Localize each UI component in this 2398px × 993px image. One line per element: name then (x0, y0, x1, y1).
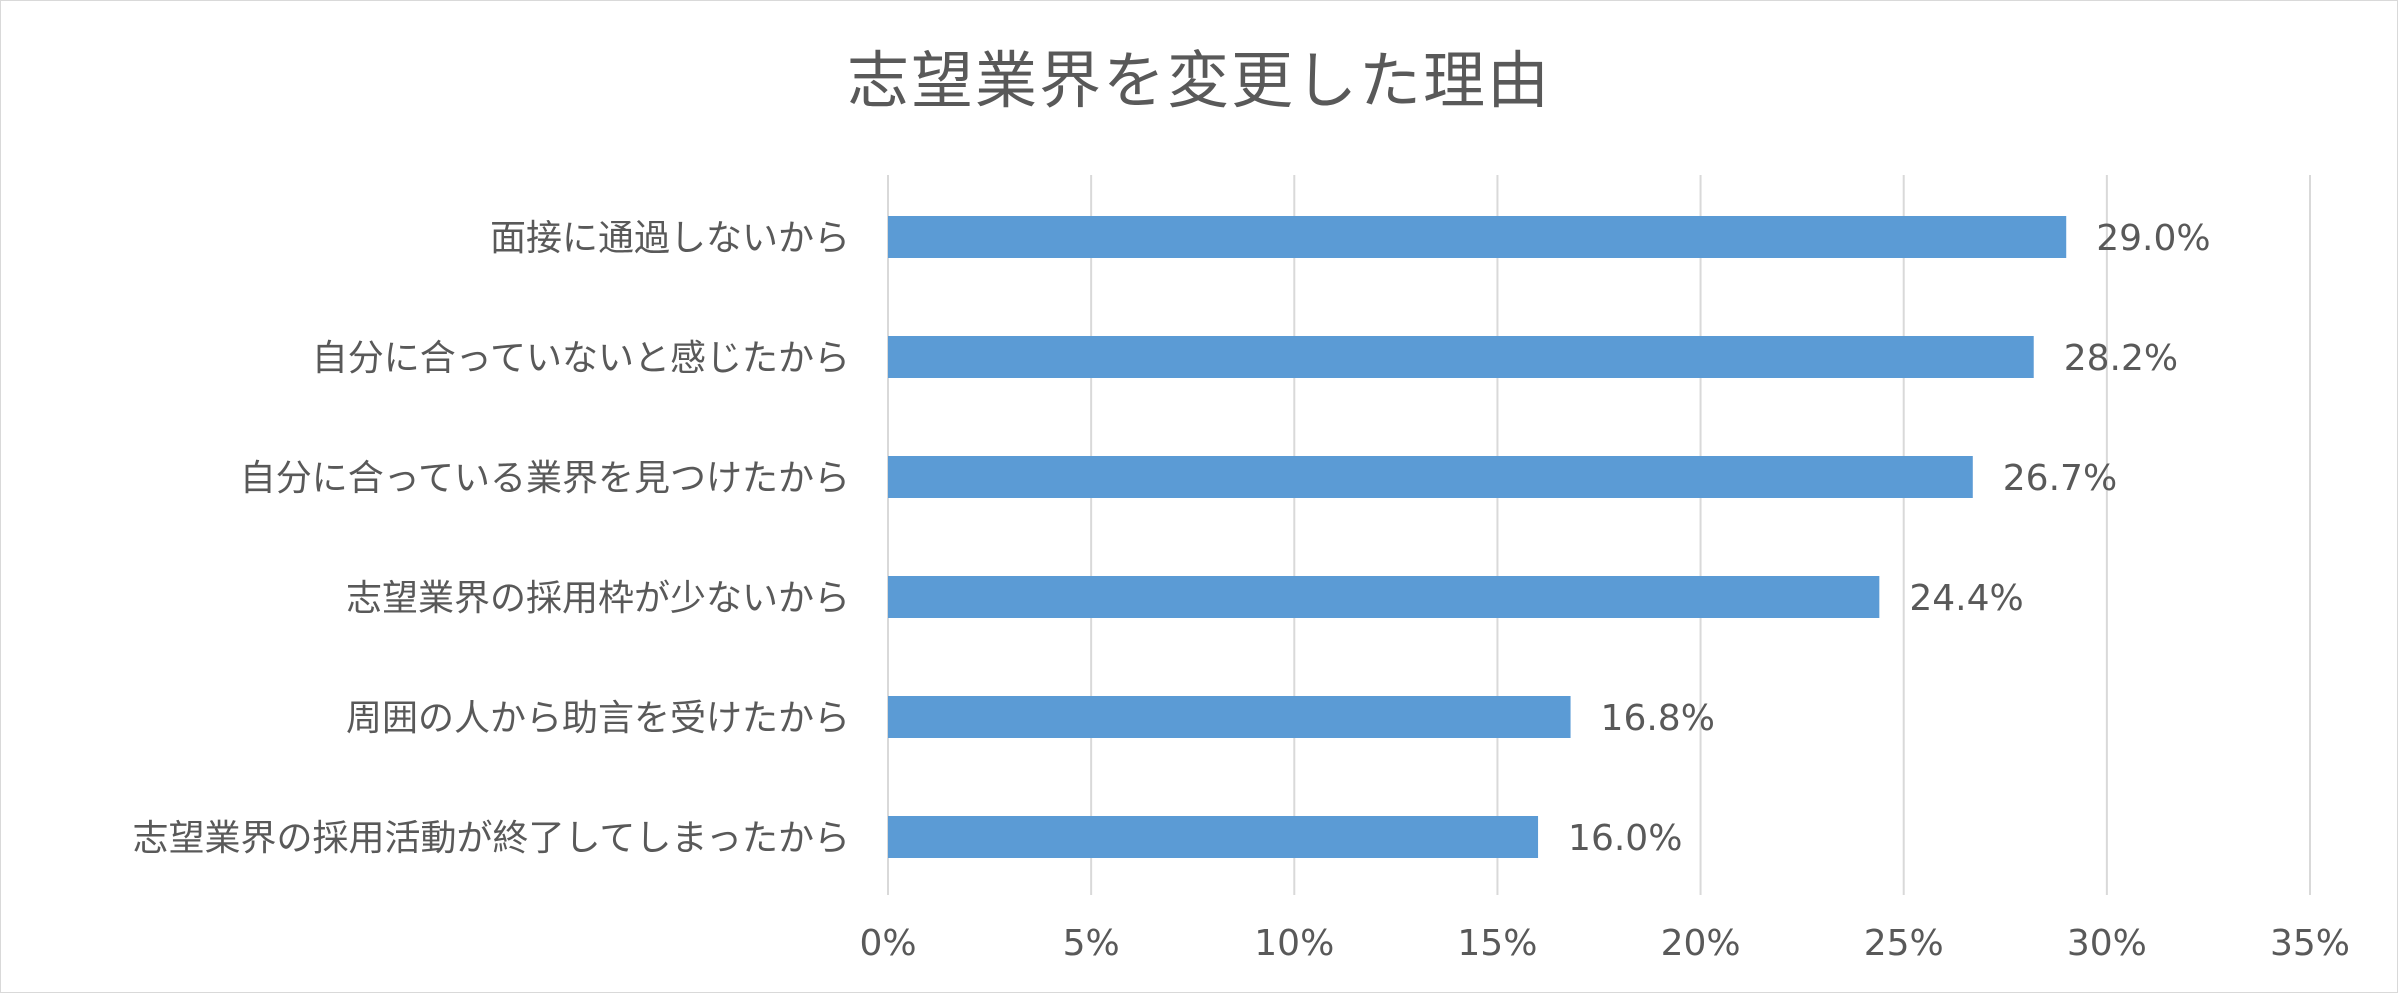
data-label: 29.0% (2096, 218, 2210, 259)
data-label: 16.0% (1568, 818, 1682, 859)
bar (888, 216, 2067, 258)
x-tick-label: 5% (1063, 923, 1120, 964)
x-tick-label: 35% (2270, 923, 2350, 964)
chart-title: 志望業界を変更した理由 (846, 44, 1551, 117)
category-label: 周囲の人から助言を受けたから (346, 698, 850, 739)
bar (888, 336, 2034, 378)
data-label: 24.4% (1909, 578, 2023, 619)
category-label: 志望業界の採用活動が終了してしまったから (133, 818, 850, 859)
x-tick-label: 0% (859, 923, 916, 964)
data-label: 26.7% (2003, 458, 2117, 499)
category-label: 自分に合っている業界を見つけたから (240, 458, 850, 499)
category-label: 面接に通過しないから (490, 218, 850, 259)
bar (888, 576, 1880, 618)
data-label: 16.8% (1601, 698, 1715, 739)
x-tick-label: 20% (1661, 923, 1741, 964)
bar (888, 456, 1973, 498)
x-axis-ticks: 0% 5% 10% 15% 20% 25% 30% 35% (859, 923, 2350, 964)
bar (888, 696, 1571, 738)
x-tick-label: 25% (1864, 923, 1944, 964)
category-labels: 面接に通過しないから自分に合っていないと感じたから自分に合っている業界を見つけた… (133, 218, 850, 859)
bar (888, 816, 1539, 858)
x-tick-label: 10% (1254, 923, 1334, 964)
category-label: 志望業界の採用枠が少ないから (346, 578, 850, 619)
x-tick-label: 30% (2067, 923, 2147, 964)
x-tick-label: 15% (1457, 923, 1537, 964)
gridlines (887, 175, 2311, 895)
data-label: 28.2% (2064, 338, 2178, 379)
category-label: 自分に合っていないと感じたから (312, 338, 850, 379)
bars (888, 216, 2067, 858)
value-labels: 29.0% 28.2% 26.7% 24.4% 16.8% 16.0% (1568, 218, 2211, 859)
